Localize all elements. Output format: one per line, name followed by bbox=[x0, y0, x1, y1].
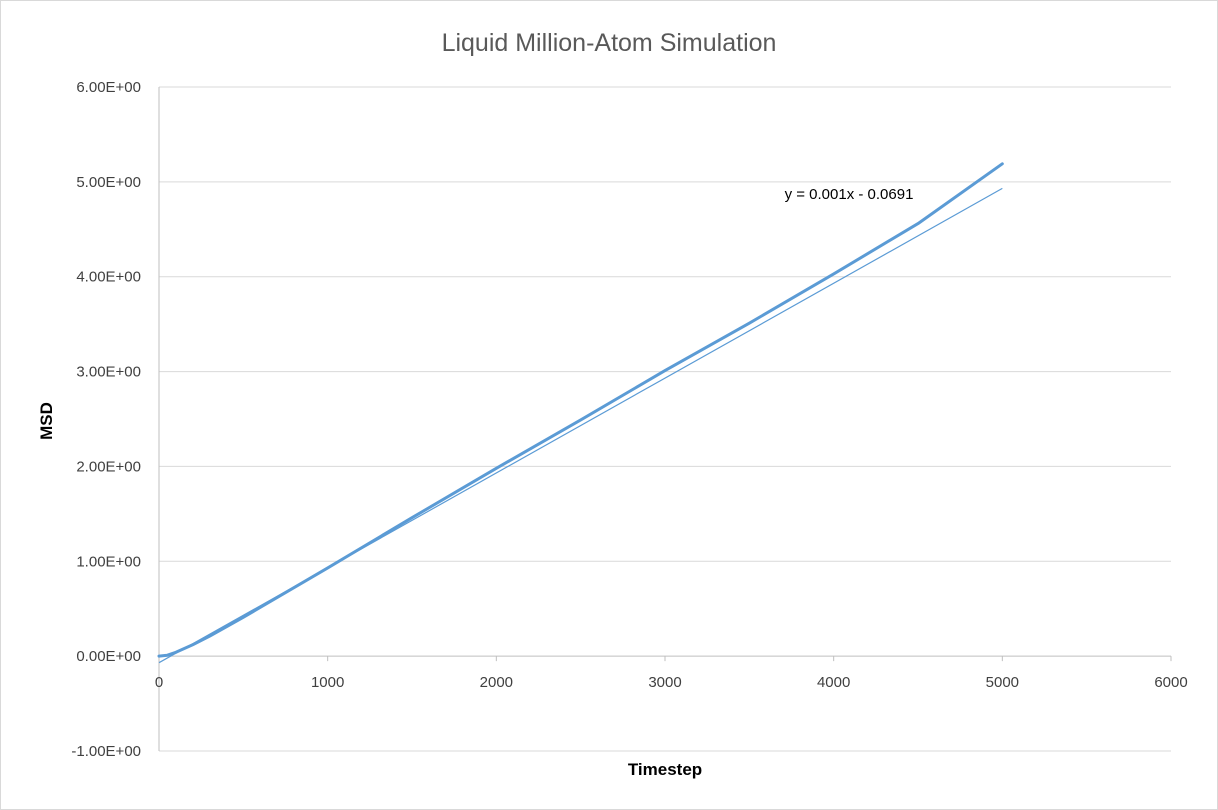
x-axis-title: Timestep bbox=[628, 760, 702, 779]
y-tick-label: 1.00E+00 bbox=[76, 553, 141, 570]
x-tick-label: 6000 bbox=[1154, 674, 1187, 691]
y-tick-label: 0.00E+00 bbox=[76, 648, 141, 665]
x-tick-label: 1000 bbox=[311, 674, 344, 691]
x-tick-label: 0 bbox=[155, 674, 163, 691]
series-layer bbox=[157, 162, 1004, 664]
y-tick-label: -1.00E+00 bbox=[71, 743, 141, 760]
y-tick-label: 2.00E+00 bbox=[76, 458, 141, 475]
y-tick-label: 6.00E+00 bbox=[76, 79, 141, 96]
trendline-equation: y = 0.001x - 0.0691 bbox=[785, 186, 914, 203]
axes bbox=[158, 87, 1172, 751]
x-tick-label: 3000 bbox=[648, 674, 681, 691]
y-tick-labels: -1.00E+00 0.00E+00 1.00E+00 2.00E+00 3.00E+0… bbox=[71, 79, 141, 760]
msd-series-line bbox=[157, 162, 1004, 658]
y-tick-label: 5.00E+00 bbox=[76, 174, 141, 191]
x-tick-label: 5000 bbox=[986, 674, 1019, 691]
x-tick-label: 4000 bbox=[817, 674, 850, 691]
y-tick-label: 4.00E+00 bbox=[76, 269, 141, 286]
y-tick-label: 3.00E+00 bbox=[76, 364, 141, 381]
gridlines bbox=[159, 86, 1171, 752]
y-axis-title: MSD bbox=[37, 402, 56, 440]
chart-title: Liquid Million-Atom Simulation bbox=[442, 29, 777, 57]
x-tick-labels: 0 1000 2000 3000 4000 5000 6000 bbox=[155, 674, 1188, 691]
x-tick-label: 2000 bbox=[480, 674, 513, 691]
